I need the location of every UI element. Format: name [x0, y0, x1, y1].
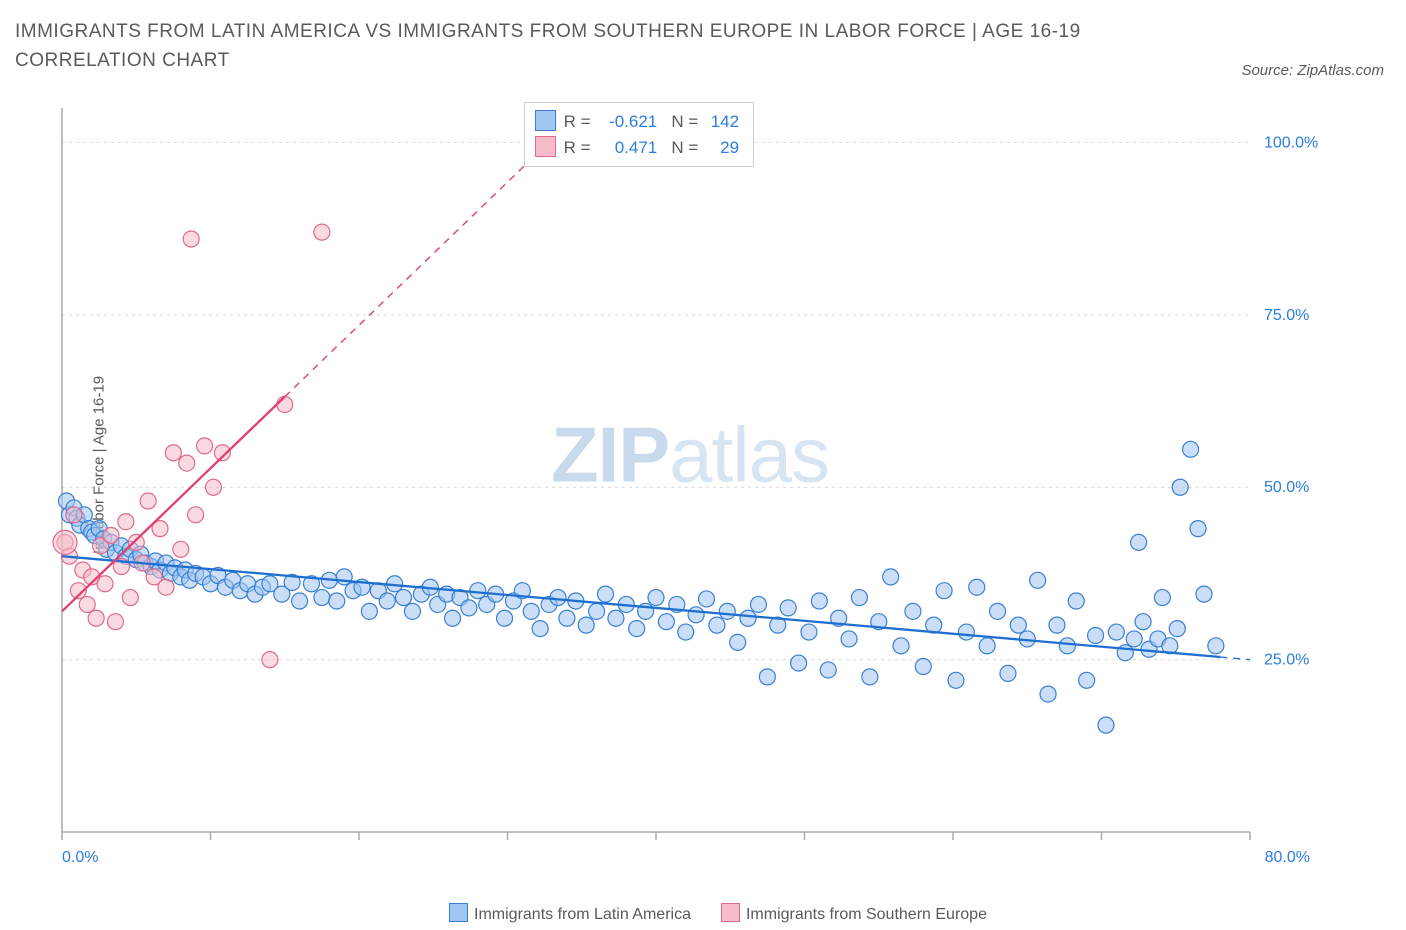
source-label: Source: ZipAtlas.com	[1241, 62, 1384, 79]
svg-text:75.0%: 75.0%	[1264, 307, 1309, 324]
correlation-row: R = -0.621 N = 142	[535, 109, 739, 135]
legend-label: Immigrants from Southern Europe	[746, 906, 987, 923]
svg-text:50.0%: 50.0%	[1264, 479, 1309, 496]
svg-text:0.0%: 0.0%	[62, 849, 98, 866]
legend-swatch	[449, 903, 468, 922]
legend-label: Immigrants from Latin America	[474, 906, 691, 923]
plot-area: 25.0%50.0%75.0%100.0%0.0%80.0% ZIPatlas …	[50, 96, 1330, 876]
chart-container: IMMIGRANTS FROM LATIN AMERICA VS IMMIGRA…	[0, 0, 1406, 930]
chart-title: IMMIGRANTS FROM LATIN AMERICA VS IMMIGRA…	[15, 18, 1206, 75]
correlation-legend: R = -0.621 N = 142R = 0.471 N = 29	[524, 102, 754, 167]
scatter-chart: 25.0% 50.0% 75.0% 100.0% 0.0% 80.0%	[50, 96, 1330, 876]
svg-text:25.0%: 25.0%	[1264, 652, 1309, 669]
legend-swatch	[721, 903, 740, 922]
correlation-row: R = 0.471 N = 29	[535, 135, 739, 161]
svg-text:80.0%: 80.0%	[1265, 849, 1310, 866]
series-legend: Immigrants from Latin America Immigrants …	[0, 903, 1406, 924]
svg-text:100.0%: 100.0%	[1264, 134, 1318, 151]
